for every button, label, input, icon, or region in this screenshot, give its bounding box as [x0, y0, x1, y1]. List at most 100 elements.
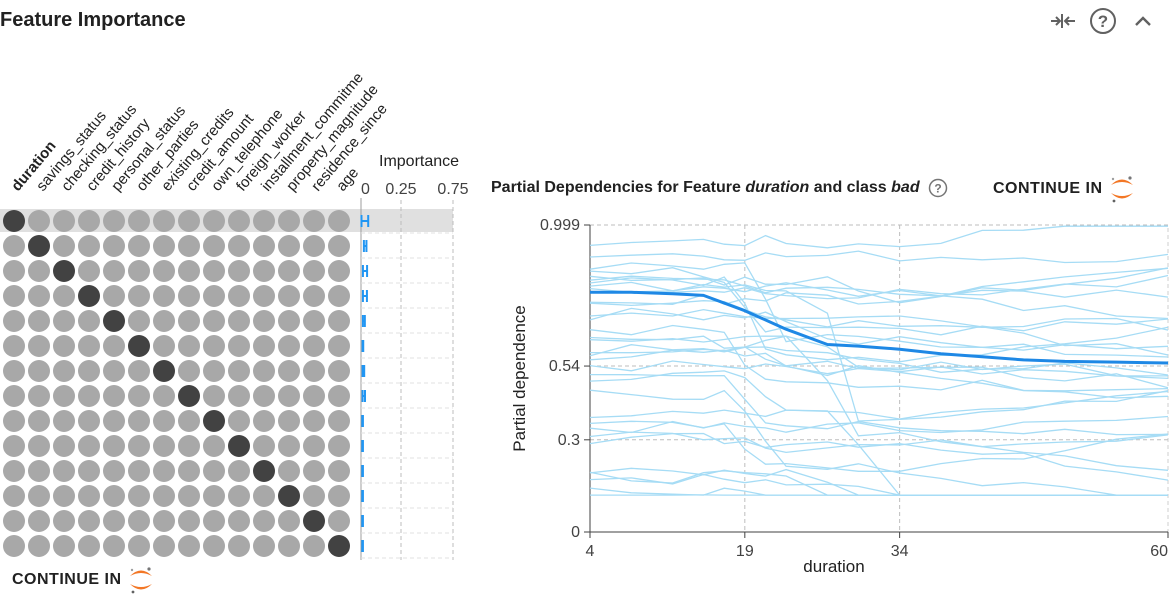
matrix-dot[interactable] [203, 310, 225, 332]
matrix-dot[interactable] [228, 460, 250, 482]
matrix-dot[interactable] [28, 385, 50, 407]
matrix-dot[interactable] [203, 285, 225, 307]
matrix-dot[interactable] [78, 410, 100, 432]
pd-help-button[interactable]: ? [928, 178, 948, 198]
matrix-dot[interactable] [78, 385, 100, 407]
matrix-dot[interactable] [278, 485, 300, 507]
matrix-dot[interactable] [153, 385, 175, 407]
matrix-dot[interactable] [253, 460, 275, 482]
matrix-dot[interactable] [253, 435, 275, 457]
matrix-dot[interactable] [153, 435, 175, 457]
matrix-dot[interactable] [278, 535, 300, 557]
matrix-dot[interactable] [203, 535, 225, 557]
matrix-dot[interactable] [53, 210, 75, 232]
continue-in-button-top[interactable]: CONTINUE IN [993, 175, 1135, 203]
matrix-dot[interactable] [3, 485, 25, 507]
matrix-dot[interactable] [28, 485, 50, 507]
help-button[interactable]: ? [1088, 6, 1118, 36]
matrix-dot[interactable] [178, 210, 200, 232]
matrix-dot[interactable] [203, 210, 225, 232]
matrix-dot[interactable] [303, 360, 325, 382]
matrix-dot[interactable] [103, 260, 125, 282]
matrix-dot[interactable] [228, 535, 250, 557]
matrix-dot[interactable] [328, 510, 350, 532]
matrix-dot[interactable] [53, 385, 75, 407]
matrix-dot[interactable] [253, 260, 275, 282]
matrix-dot[interactable] [128, 510, 150, 532]
matrix-dot[interactable] [3, 235, 25, 257]
matrix-dot[interactable] [253, 210, 275, 232]
matrix-dot[interactable] [178, 410, 200, 432]
matrix-dot[interactable] [178, 510, 200, 532]
matrix-dot[interactable] [28, 435, 50, 457]
matrix-dot[interactable] [303, 335, 325, 357]
matrix-dot[interactable] [103, 385, 125, 407]
matrix-dot[interactable] [103, 460, 125, 482]
matrix-dot[interactable] [153, 535, 175, 557]
matrix-dot[interactable] [3, 260, 25, 282]
matrix-dot[interactable] [128, 210, 150, 232]
matrix-dot[interactable] [203, 260, 225, 282]
matrix-dot[interactable] [28, 235, 50, 257]
matrix-dot[interactable] [253, 410, 275, 432]
matrix-dot[interactable] [278, 410, 300, 432]
matrix-dot[interactable] [53, 285, 75, 307]
matrix-dot[interactable] [153, 360, 175, 382]
matrix-dot[interactable] [78, 485, 100, 507]
matrix-dot[interactable] [53, 485, 75, 507]
matrix-dot[interactable] [203, 460, 225, 482]
matrix-dot[interactable] [53, 310, 75, 332]
matrix-dot[interactable] [278, 335, 300, 357]
matrix-dot[interactable] [253, 535, 275, 557]
matrix-dot[interactable] [203, 360, 225, 382]
matrix-dot[interactable] [278, 285, 300, 307]
matrix-dot[interactable] [28, 335, 50, 357]
matrix-dot[interactable] [28, 360, 50, 382]
matrix-dot[interactable] [103, 435, 125, 457]
matrix-dot[interactable] [228, 285, 250, 307]
matrix-dot[interactable] [328, 460, 350, 482]
matrix-dot[interactable] [178, 435, 200, 457]
matrix-dot[interactable] [53, 435, 75, 457]
matrix-dot[interactable] [203, 435, 225, 457]
matrix-dot[interactable] [303, 435, 325, 457]
matrix-dot[interactable] [253, 510, 275, 532]
matrix-dot[interactable] [53, 510, 75, 532]
matrix-dot[interactable] [253, 485, 275, 507]
compress-button[interactable] [1048, 6, 1078, 36]
matrix-dot[interactable] [103, 360, 125, 382]
matrix-dot[interactable] [28, 260, 50, 282]
matrix-dot[interactable] [3, 510, 25, 532]
matrix-dot[interactable] [278, 210, 300, 232]
matrix-dot[interactable] [328, 285, 350, 307]
matrix-dot[interactable] [128, 485, 150, 507]
matrix-dot[interactable] [28, 510, 50, 532]
matrix-dot[interactable] [128, 410, 150, 432]
matrix-dot[interactable] [253, 235, 275, 257]
matrix-dot[interactable] [178, 535, 200, 557]
matrix-dot[interactable] [78, 335, 100, 357]
matrix-dot[interactable] [128, 460, 150, 482]
matrix-dot[interactable] [3, 285, 25, 307]
matrix-dot[interactable] [78, 360, 100, 382]
matrix-dot[interactable] [3, 335, 25, 357]
matrix-dot[interactable] [53, 410, 75, 432]
matrix-dot[interactable] [78, 435, 100, 457]
matrix-dot[interactable] [153, 210, 175, 232]
matrix-dot[interactable] [228, 385, 250, 407]
matrix-dot[interactable] [178, 460, 200, 482]
matrix-dot[interactable] [278, 460, 300, 482]
matrix-dot[interactable] [28, 410, 50, 432]
matrix-dot[interactable] [178, 360, 200, 382]
matrix-dot[interactable] [178, 285, 200, 307]
matrix-dot[interactable] [128, 535, 150, 557]
matrix-dot[interactable] [28, 285, 50, 307]
matrix-dot[interactable] [278, 310, 300, 332]
matrix-dot[interactable] [278, 360, 300, 382]
matrix-dot[interactable] [178, 260, 200, 282]
matrix-dot[interactable] [178, 385, 200, 407]
matrix-dot[interactable] [303, 385, 325, 407]
matrix-dot[interactable] [303, 410, 325, 432]
matrix-dot[interactable] [28, 210, 50, 232]
matrix-dot[interactable] [328, 335, 350, 357]
